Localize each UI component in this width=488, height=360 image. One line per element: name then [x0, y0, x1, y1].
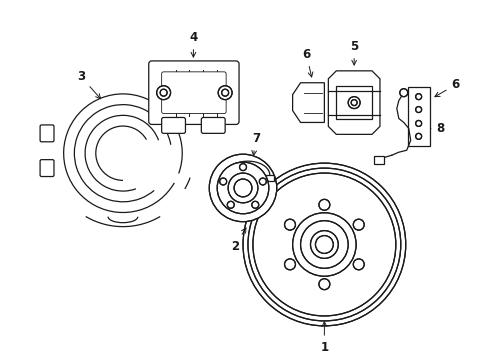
- Text: 7: 7: [251, 132, 260, 155]
- Circle shape: [315, 235, 333, 253]
- Circle shape: [234, 179, 251, 197]
- Circle shape: [218, 86, 232, 100]
- Circle shape: [252, 173, 395, 316]
- Circle shape: [227, 201, 234, 208]
- Text: 6: 6: [434, 78, 459, 97]
- Text: 6: 6: [302, 48, 312, 77]
- FancyBboxPatch shape: [40, 125, 54, 142]
- Circle shape: [228, 173, 257, 203]
- Polygon shape: [327, 71, 379, 134]
- Circle shape: [217, 162, 268, 214]
- FancyBboxPatch shape: [162, 117, 185, 133]
- Circle shape: [239, 164, 246, 171]
- Polygon shape: [407, 87, 428, 146]
- Circle shape: [219, 178, 226, 185]
- Bar: [373, 156, 383, 164]
- FancyBboxPatch shape: [201, 117, 224, 133]
- Circle shape: [292, 213, 355, 276]
- Circle shape: [243, 163, 405, 326]
- Circle shape: [415, 121, 421, 126]
- Bar: [265, 175, 273, 181]
- Circle shape: [352, 219, 364, 230]
- Circle shape: [399, 89, 407, 96]
- Text: 1: 1: [320, 322, 328, 354]
- FancyBboxPatch shape: [148, 61, 239, 125]
- Circle shape: [318, 199, 329, 210]
- Circle shape: [209, 154, 276, 222]
- FancyBboxPatch shape: [40, 159, 54, 176]
- Circle shape: [156, 86, 170, 100]
- Polygon shape: [292, 83, 324, 122]
- Text: 5: 5: [349, 40, 358, 65]
- Circle shape: [310, 231, 338, 258]
- Circle shape: [415, 94, 421, 100]
- Circle shape: [352, 259, 364, 270]
- Circle shape: [284, 259, 295, 270]
- Circle shape: [160, 89, 167, 96]
- Circle shape: [347, 96, 359, 109]
- Circle shape: [251, 201, 258, 208]
- FancyBboxPatch shape: [162, 72, 225, 113]
- Circle shape: [284, 219, 295, 230]
- Text: 2: 2: [230, 228, 245, 252]
- Bar: [222, 175, 230, 181]
- Circle shape: [247, 168, 400, 321]
- Polygon shape: [336, 86, 371, 120]
- Circle shape: [415, 133, 421, 139]
- Circle shape: [259, 178, 266, 185]
- Text: 4: 4: [189, 31, 197, 57]
- Text: 8: 8: [414, 122, 444, 135]
- Circle shape: [350, 100, 356, 105]
- Text: 3: 3: [77, 70, 101, 99]
- Circle shape: [300, 221, 347, 268]
- Circle shape: [415, 107, 421, 113]
- Circle shape: [318, 279, 329, 290]
- Circle shape: [221, 89, 228, 96]
